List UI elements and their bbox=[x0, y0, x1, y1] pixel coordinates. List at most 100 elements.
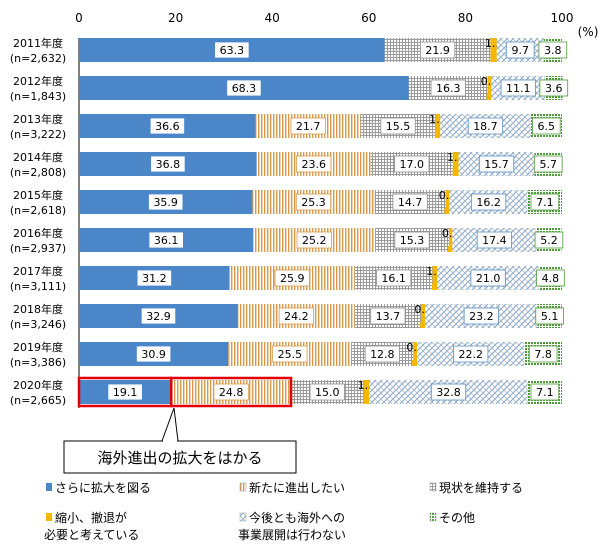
data-label: 5.7 bbox=[539, 158, 557, 171]
data-label-box bbox=[538, 41, 568, 59]
highlight-box bbox=[170, 376, 293, 408]
data-label-box bbox=[140, 307, 177, 325]
data-label: 25.9 bbox=[280, 272, 305, 285]
legend-swatch bbox=[46, 513, 52, 521]
data-label: 15.3 bbox=[400, 234, 425, 247]
data-label: 3.8 bbox=[544, 44, 562, 57]
data-label: 24.8 bbox=[219, 386, 244, 399]
category-label-year: 2013年度 bbox=[13, 112, 63, 126]
data-label-box bbox=[505, 41, 535, 59]
category-label-n: (n=2,808) bbox=[10, 166, 66, 179]
data-label: 19.1 bbox=[113, 386, 138, 399]
x-tick-label: 20 bbox=[168, 11, 183, 25]
small-segment-marker bbox=[363, 398, 370, 404]
data-label: 18.7 bbox=[473, 120, 498, 133]
data-label-box bbox=[476, 231, 512, 249]
data-label: 36.8 bbox=[156, 158, 181, 171]
small-segment-marker bbox=[444, 208, 451, 214]
data-label-box bbox=[272, 345, 308, 363]
category-label-year: 2020年度 bbox=[13, 378, 63, 392]
callout-pointer bbox=[161, 407, 179, 442]
legend-swatch bbox=[429, 512, 437, 522]
data-label: 25.3 bbox=[301, 196, 326, 209]
data-label-box bbox=[107, 383, 143, 401]
data-label: 21.0 bbox=[476, 272, 501, 285]
data-label: 32.8 bbox=[436, 386, 461, 399]
category-label-year: 2017年度 bbox=[13, 264, 63, 278]
data-label: 12.8 bbox=[370, 348, 395, 361]
small-segment-marker bbox=[434, 132, 441, 138]
data-label-box bbox=[533, 155, 563, 173]
data-label: 16.3 bbox=[436, 82, 461, 95]
data-label: 14.7 bbox=[398, 196, 423, 209]
legend-label: 現状を維持する bbox=[439, 480, 523, 495]
data-label-box bbox=[392, 193, 428, 211]
data-label: 7.1 bbox=[536, 196, 554, 209]
data-label-box bbox=[478, 155, 515, 173]
bar-segment bbox=[420, 304, 426, 328]
data-label: 68.3 bbox=[232, 82, 257, 95]
bar-segment bbox=[363, 380, 370, 404]
legend-swatch bbox=[239, 482, 247, 492]
data-label: 23.2 bbox=[469, 310, 494, 323]
legend-swatch bbox=[429, 482, 437, 492]
data-label-box bbox=[148, 193, 184, 211]
data-label-box bbox=[136, 269, 172, 287]
category-label-year: 2011年度 bbox=[13, 36, 63, 50]
category-label-year: 2015年度 bbox=[13, 188, 63, 202]
data-label-box bbox=[430, 79, 466, 97]
data-label-box bbox=[278, 307, 314, 325]
bar-segment bbox=[448, 228, 453, 252]
category-label-n: (n=3,222) bbox=[10, 128, 66, 141]
callout-box bbox=[63, 440, 297, 474]
legend-label: 事業展開は行わない bbox=[238, 528, 346, 542]
data-label: 5.1 bbox=[541, 310, 559, 323]
small-segment-marker bbox=[490, 56, 497, 62]
data-label-box bbox=[213, 383, 249, 401]
data-label-box bbox=[309, 383, 345, 401]
data-label-box bbox=[467, 117, 504, 135]
data-label: 23.6 bbox=[301, 158, 326, 171]
data-label-box bbox=[380, 117, 416, 135]
bar-segment bbox=[487, 76, 492, 100]
data-label: 36.1 bbox=[154, 234, 179, 247]
data-label-box bbox=[214, 41, 250, 59]
category-label-n: (n=3,386) bbox=[10, 356, 66, 369]
data-label-box bbox=[453, 345, 489, 363]
data-label-box bbox=[500, 79, 536, 97]
category-label-n: (n=2,618) bbox=[10, 204, 66, 217]
data-label-box bbox=[528, 345, 558, 363]
legend-label: 今後とも海外への bbox=[249, 510, 345, 525]
data-label: 25.2 bbox=[302, 234, 327, 247]
legend-label: 必要と考えている bbox=[44, 528, 139, 542]
data-label: 22.2 bbox=[458, 348, 483, 361]
data-label-box bbox=[136, 345, 172, 363]
data-label: 63.3 bbox=[220, 44, 245, 57]
category-label-year: 2012年度 bbox=[13, 74, 63, 88]
data-label-box bbox=[539, 79, 569, 97]
callout-text: 海外進出の拡大をはかる bbox=[97, 449, 262, 467]
small-segment-marker bbox=[447, 246, 454, 252]
data-label: 30.9 bbox=[141, 348, 166, 361]
data-label-box bbox=[420, 41, 456, 59]
data-label: 16.2 bbox=[476, 196, 501, 209]
legend-label: 縮小、撤退が bbox=[55, 510, 127, 525]
bar-segment bbox=[435, 114, 441, 138]
legend-swatch bbox=[239, 512, 247, 522]
bar-segment bbox=[452, 152, 459, 176]
small-segment-marker bbox=[412, 360, 419, 366]
data-label-box bbox=[430, 383, 467, 401]
data-label: 15.5 bbox=[386, 120, 411, 133]
data-label-box bbox=[295, 193, 332, 211]
data-label-box bbox=[370, 307, 406, 325]
data-label: 24.2 bbox=[284, 310, 309, 323]
data-label-box bbox=[530, 193, 560, 211]
data-label-box bbox=[149, 117, 185, 135]
data-label-box bbox=[296, 155, 332, 173]
data-label: 16.1 bbox=[381, 272, 406, 285]
data-label-box bbox=[532, 117, 561, 135]
x-tick-label: 60 bbox=[361, 11, 376, 25]
category-label-year: 2019年度 bbox=[13, 340, 63, 354]
data-label: 32.9 bbox=[146, 310, 171, 323]
data-label: 25.5 bbox=[278, 348, 303, 361]
